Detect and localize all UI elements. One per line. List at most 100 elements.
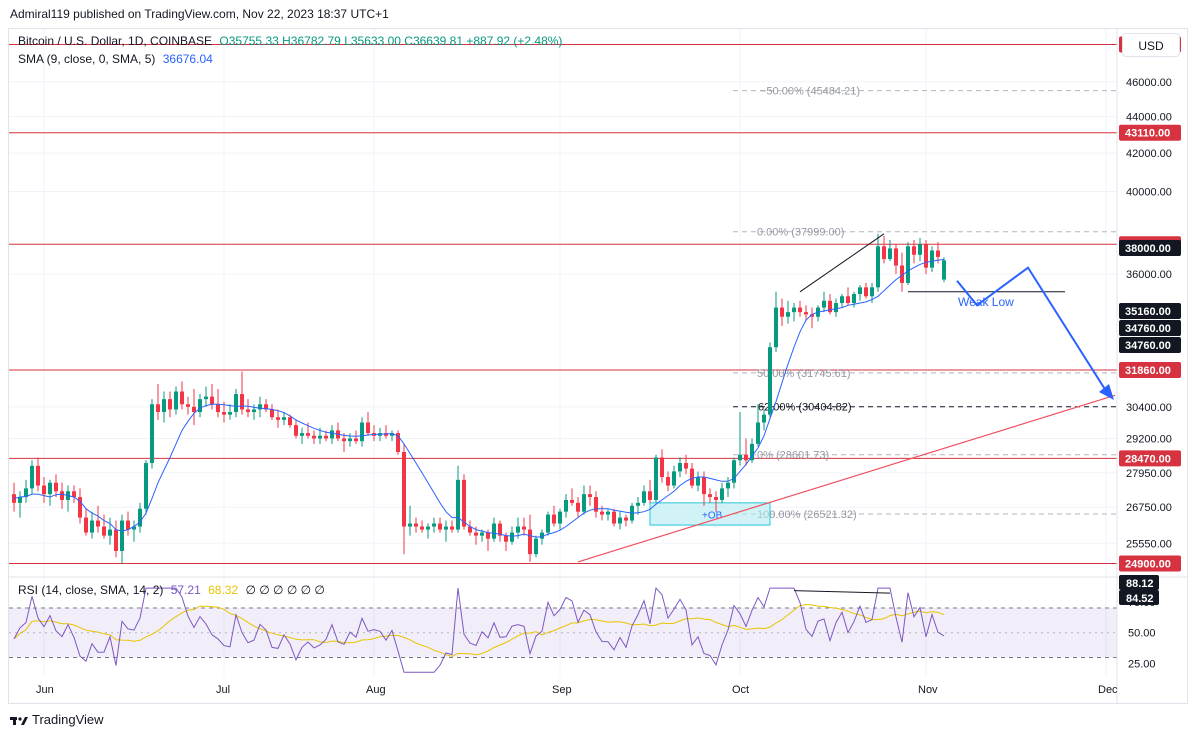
tradingview-logo-icon [10, 716, 28, 725]
candle-6 [48, 482, 52, 495]
symbol-title: Bitcoin / U.S. Dollar, 1D, COINBASE [18, 34, 213, 48]
candle-68 [420, 526, 424, 530]
candle-56 [348, 438, 352, 442]
candle-100 [612, 511, 616, 524]
candle-144 [876, 246, 880, 288]
candle-81 [498, 523, 502, 536]
candle-67 [414, 523, 418, 527]
rsi-marker-0: 88.12 [1126, 578, 1154, 590]
rsi-marker-bg-1 [1119, 590, 1159, 605]
currency-button[interactable]: USD [1122, 33, 1180, 57]
candle-88 [540, 532, 544, 539]
candle-55 [342, 438, 346, 442]
level-label-1-bg [1119, 124, 1181, 141]
candle-84 [516, 526, 520, 533]
candle-7 [54, 482, 58, 492]
rising-trendline[interactable] [577, 394, 1116, 563]
candle-117 [714, 497, 718, 500]
candle-130 [792, 307, 796, 313]
candle-110 [672, 471, 676, 486]
candle-128 [780, 307, 784, 317]
marker-label-2: 34760.00 [1125, 323, 1171, 335]
fibonacci-retracement: −50.00% (45484.21) 0.00% (37999.00) 50.00%… [733, 86, 1117, 521]
level-label-3-bg [1119, 362, 1181, 379]
candle-96 [588, 494, 592, 498]
candle-41 [258, 404, 262, 410]
rsi-ma-line [13, 603, 945, 657]
candle-65 [402, 452, 406, 527]
candle-25 [162, 399, 166, 413]
candle-122 [744, 454, 748, 461]
candle-42 [264, 404, 268, 410]
rsi-value: 57.21 [170, 583, 201, 597]
candle-125 [762, 414, 766, 423]
candle-5 [42, 485, 46, 495]
rsi-marker-bg-0 [1119, 575, 1159, 590]
top-trendline[interactable] [799, 233, 885, 293]
level-label-5: 24900.00 [1125, 558, 1171, 570]
candles [12, 233, 946, 564]
candle-87 [534, 538, 538, 555]
candle-26 [168, 399, 172, 410]
grid [9, 29, 1117, 676]
candle-76 [468, 526, 472, 533]
candle-112 [684, 463, 688, 469]
candle-139 [846, 296, 850, 304]
candle-19 [126, 520, 130, 530]
candle-73 [450, 526, 454, 530]
candle-80 [492, 523, 496, 539]
candle-136 [828, 300, 832, 313]
candle-77 [474, 532, 478, 536]
fib-label-4: 0% (28601.73) [757, 450, 829, 462]
order-block-label: +OB [702, 511, 723, 522]
candle-135 [822, 300, 826, 308]
candle-75 [462, 479, 466, 527]
candle-44 [276, 417, 280, 420]
fib-label-0: −50.00% (45484.21) [760, 86, 860, 98]
candle-57 [354, 438, 358, 442]
sma-legend: SMA (9, close, 0, SMA, 5) 36676.04 [18, 52, 213, 66]
candle-140 [852, 294, 856, 304]
candle-116 [708, 494, 712, 498]
y-tick-1: 26750.00 [1126, 502, 1172, 514]
open-value: O35755.33 [219, 34, 279, 48]
candle-83 [510, 532, 514, 542]
candle-118 [720, 488, 724, 500]
candle-66 [408, 523, 412, 527]
candle-95 [582, 494, 586, 512]
x-tick-1: Jul [216, 684, 230, 696]
x-tick-4: Oct [732, 684, 749, 696]
candle-62 [384, 433, 388, 436]
time-axis: Jun Jul Aug Sep Oct Nov Dec [36, 684, 1118, 696]
publish-header: Admiral119 published on TradingView.com,… [0, 0, 1195, 28]
candle-92 [564, 499, 568, 512]
change-value: +887.92 (+2.48%) [466, 34, 563, 48]
candle-70 [432, 523, 436, 527]
candle-126 [768, 347, 772, 415]
projection-path[interactable] [956, 266, 1109, 395]
candle-151 [918, 244, 922, 255]
rsi-divergence-line [793, 590, 891, 594]
y-tick-7: 42000.00 [1126, 148, 1172, 160]
candle-104 [636, 502, 640, 506]
candle-107 [654, 457, 658, 500]
brand-name: TradingView [32, 712, 104, 727]
candle-20 [132, 526, 136, 530]
candle-93 [570, 499, 574, 503]
low-value: L35633.00 [344, 34, 401, 48]
level-label-5-bg [1119, 555, 1181, 572]
level-label-4-bg [1119, 450, 1181, 467]
price-axis: 25550.00 26750.00 27950.00 29200.00 30400.00… [1116, 29, 1181, 704]
candle-32 [204, 396, 208, 400]
candle-143 [870, 287, 874, 297]
candle-131 [798, 307, 802, 313]
candle-148 [900, 265, 904, 283]
close-value: C36639.81 [404, 34, 463, 48]
y-tick-6: 40000.00 [1126, 186, 1172, 198]
candle-108 [660, 457, 664, 478]
candle-86 [528, 529, 532, 555]
candle-14 [96, 520, 100, 527]
projection-arrow-head [1099, 384, 1114, 401]
candle-114 [696, 477, 700, 486]
